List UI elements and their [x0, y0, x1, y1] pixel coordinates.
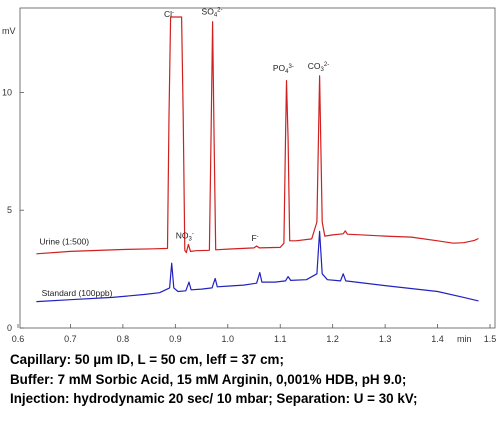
caption-buffer: Buffer: 7 mM Sorbic Acid, 15 mM Arginin,… [10, 371, 407, 387]
x-axis-ticks: 0.6 0.7 0.8 0.9 1.0 1.1 1.2 1.3 1.4 1.5 [12, 324, 497, 344]
method-caption: Capillary: 50 µm ID, L = 50 cm, leff = 3… [10, 350, 496, 409]
y-axis-unit: mV [2, 26, 16, 36]
annotation-label: SO42- [202, 7, 223, 19]
x-tick-label: 0.8 [117, 334, 130, 344]
annotation-label: CO32- [308, 61, 329, 73]
series-layer [36, 16, 479, 303]
y-tick-label: 0 [7, 323, 12, 333]
caption-capillary: Capillary: 50 µm ID, L = 50 cm, leff = 3… [10, 352, 284, 367]
annotation-label: Urine (1:500) [40, 236, 90, 246]
y-tick-label: 5 [7, 205, 12, 215]
x-tick-label: 1.3 [379, 334, 392, 344]
caption-injection: Injection: hydrodynamic 20 sec/ 10 mbar;… [10, 391, 418, 406]
y-tick-label: 10 [2, 87, 12, 97]
x-tick-label: 1.0 [222, 334, 235, 344]
x-axis-unit: min [457, 334, 472, 344]
x-tick-label: 1.4 [431, 334, 444, 344]
series-line-urine [36, 16, 479, 255]
annotation-label: PO43- [273, 63, 294, 75]
electropherogram-chart: 0.6 0.7 0.8 0.9 1.0 1.1 1.2 1.3 1.4 1.5 0 5 10 mV m… [2, 7, 497, 344]
x-tick-label: 1.2 [326, 334, 339, 344]
peak-annotations: Cl- SO42- NO3- F- PO43- CO32- Urine (1:500) Sta… [40, 7, 330, 299]
series-line-standard [36, 230, 479, 303]
plot-frame [19, 7, 496, 329]
x-tick-label: 0.9 [169, 334, 182, 344]
annotation-label: NO3- [176, 230, 194, 242]
x-tick-label: 1.1 [274, 334, 287, 344]
x-tick-label: 0.7 [64, 334, 77, 344]
y-axis-ticks: 0 5 10 [2, 87, 24, 333]
x-tick-label: 0.6 [12, 334, 25, 344]
x-tick-label: 1.5 [484, 334, 497, 344]
annotation-label: F- [251, 233, 258, 243]
annotation-label: Standard (100ppb) [42, 288, 113, 298]
annotation-label: Cl- [164, 9, 174, 19]
